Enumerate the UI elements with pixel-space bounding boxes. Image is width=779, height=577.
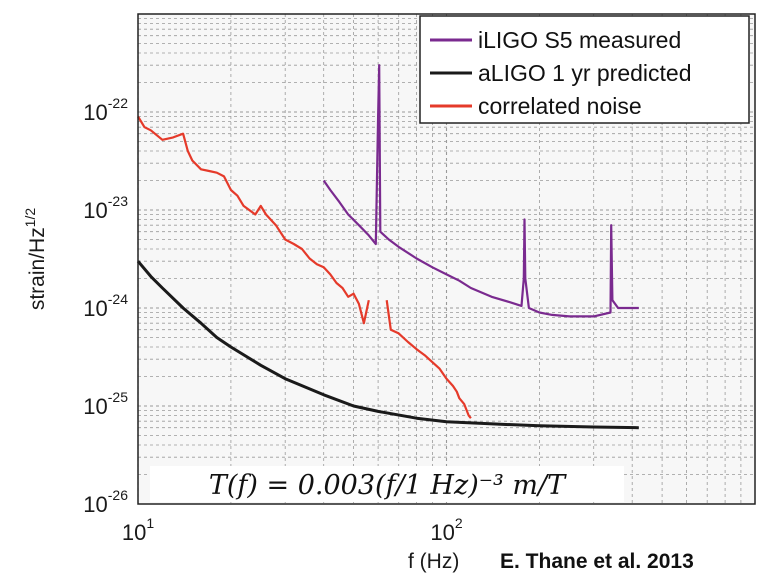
x-tick-label: 101 [122,515,154,545]
x-tick-label: 102 [430,515,462,545]
x-axis-title: f (Hz) [408,550,459,573]
y-tick-label: 10-26 [83,487,128,517]
credit-text: E. Thane et al. 2013 [500,550,694,573]
series-line-2 [136,260,639,430]
y-axis-title: strain/Hz1/2 [22,208,49,311]
y-tick-label: 10-24 [83,291,128,321]
series-line-3 [137,115,472,419]
legend-box [419,15,750,124]
formula-box [150,466,624,502]
legend: iLIGO S5 measured aLIGO 1 yr predicted cor… [419,15,750,124]
y-tick-label: 10-22 [83,95,128,125]
formula-annotation: T(f) = 0.003(f/1 Hz)⁻³ m/T [209,470,567,501]
y-tick-label: 10-25 [83,389,128,419]
legend-label-2: aLIGO 1 yr predicted [478,60,692,86]
legend-label-3: correlated noise [478,93,642,119]
legend-label-1: iLIGO S5 measured [478,27,681,53]
series-group [136,64,639,430]
plot-frame [137,13,756,505]
series-line-1 [322,64,639,318]
y-tick-label: 10-23 [83,193,128,223]
